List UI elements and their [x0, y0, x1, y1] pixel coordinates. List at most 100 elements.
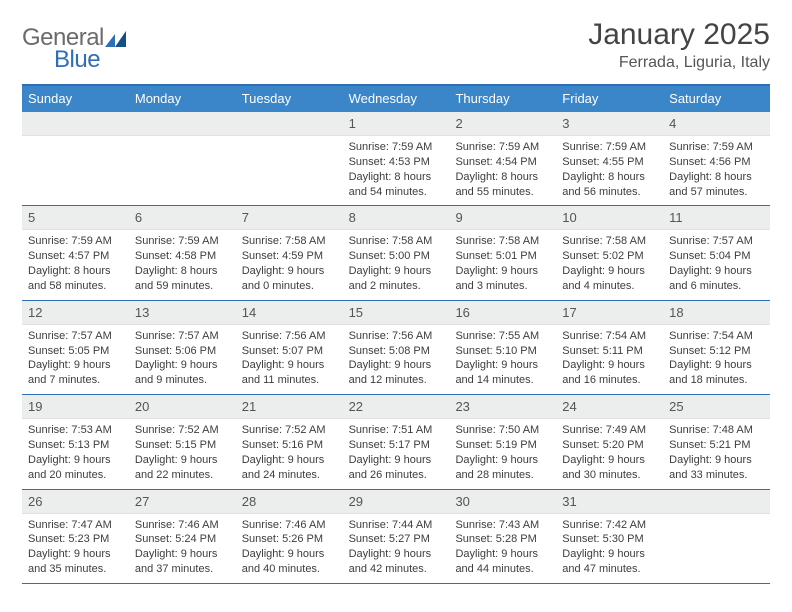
- day-number: 7: [236, 206, 343, 230]
- day-cell: 4Sunrise: 7:59 AMSunset: 4:56 PMDaylight…: [663, 112, 770, 205]
- day-number: 21: [236, 395, 343, 419]
- day-cell: 22Sunrise: 7:51 AMSunset: 5:17 PMDayligh…: [343, 395, 450, 488]
- day-number: 2: [449, 112, 556, 136]
- day-cell: 16Sunrise: 7:55 AMSunset: 5:10 PMDayligh…: [449, 301, 556, 394]
- day-number: 12: [22, 301, 129, 325]
- calendar: SundayMondayTuesdayWednesdayThursdayFrid…: [22, 84, 770, 584]
- logo-mark-icon: [105, 26, 127, 42]
- day-number: 6: [129, 206, 236, 230]
- day-number-empty: [663, 490, 770, 514]
- day-number: 29: [343, 490, 450, 514]
- day-number: 28: [236, 490, 343, 514]
- day-body: Sunrise: 7:58 AMSunset: 4:59 PMDaylight:…: [236, 230, 343, 299]
- day-cell: 5Sunrise: 7:59 AMSunset: 4:57 PMDaylight…: [22, 206, 129, 299]
- day-cell: 2Sunrise: 7:59 AMSunset: 4:54 PMDaylight…: [449, 112, 556, 205]
- day-number: 27: [129, 490, 236, 514]
- day-body: Sunrise: 7:59 AMSunset: 4:55 PMDaylight:…: [556, 136, 663, 205]
- day-body: Sunrise: 7:57 AMSunset: 5:05 PMDaylight:…: [22, 325, 129, 394]
- day-number: 24: [556, 395, 663, 419]
- day-number: 5: [22, 206, 129, 230]
- day-number-empty: [22, 112, 129, 136]
- day-number: 13: [129, 301, 236, 325]
- weekday-header: Thursday: [449, 86, 556, 112]
- weekday-header: Tuesday: [236, 86, 343, 112]
- day-body: Sunrise: 7:46 AMSunset: 5:24 PMDaylight:…: [129, 514, 236, 583]
- day-number-empty: [236, 112, 343, 136]
- day-number: 18: [663, 301, 770, 325]
- day-cell: 18Sunrise: 7:54 AMSunset: 5:12 PMDayligh…: [663, 301, 770, 394]
- day-number: 23: [449, 395, 556, 419]
- day-cell: 1Sunrise: 7:59 AMSunset: 4:53 PMDaylight…: [343, 112, 450, 205]
- weekday-header: Saturday: [663, 86, 770, 112]
- day-body: Sunrise: 7:56 AMSunset: 5:08 PMDaylight:…: [343, 325, 450, 394]
- weekday-header: Wednesday: [343, 86, 450, 112]
- day-cell: 10Sunrise: 7:58 AMSunset: 5:02 PMDayligh…: [556, 206, 663, 299]
- day-body: Sunrise: 7:59 AMSunset: 4:54 PMDaylight:…: [449, 136, 556, 205]
- day-body: [22, 136, 129, 146]
- week-row: 1Sunrise: 7:59 AMSunset: 4:53 PMDaylight…: [22, 112, 770, 206]
- day-cell: 26Sunrise: 7:47 AMSunset: 5:23 PMDayligh…: [22, 490, 129, 583]
- day-cell: [22, 112, 129, 205]
- title-block: January 2025 Ferrada, Liguria, Italy: [588, 18, 770, 72]
- day-body: Sunrise: 7:59 AMSunset: 4:58 PMDaylight:…: [129, 230, 236, 299]
- day-number: 30: [449, 490, 556, 514]
- day-number: 19: [22, 395, 129, 419]
- day-cell: 19Sunrise: 7:53 AMSunset: 5:13 PMDayligh…: [22, 395, 129, 488]
- day-cell: 17Sunrise: 7:54 AMSunset: 5:11 PMDayligh…: [556, 301, 663, 394]
- day-cell: 15Sunrise: 7:56 AMSunset: 5:08 PMDayligh…: [343, 301, 450, 394]
- day-body: Sunrise: 7:50 AMSunset: 5:19 PMDaylight:…: [449, 419, 556, 488]
- weekday-header: Friday: [556, 86, 663, 112]
- location-label: Ferrada, Liguria, Italy: [588, 54, 770, 72]
- day-body: Sunrise: 7:49 AMSunset: 5:20 PMDaylight:…: [556, 419, 663, 488]
- header: GeneralBlue January 2025 Ferrada, Liguri…: [22, 18, 770, 74]
- day-body: Sunrise: 7:59 AMSunset: 4:56 PMDaylight:…: [663, 136, 770, 205]
- day-cell: [236, 112, 343, 205]
- day-body: [236, 136, 343, 146]
- day-cell: 20Sunrise: 7:52 AMSunset: 5:15 PMDayligh…: [129, 395, 236, 488]
- day-cell: 14Sunrise: 7:56 AMSunset: 5:07 PMDayligh…: [236, 301, 343, 394]
- day-body: Sunrise: 7:59 AMSunset: 4:53 PMDaylight:…: [343, 136, 450, 205]
- week-row: 26Sunrise: 7:47 AMSunset: 5:23 PMDayligh…: [22, 490, 770, 584]
- day-number: 31: [556, 490, 663, 514]
- day-number: 26: [22, 490, 129, 514]
- day-body: Sunrise: 7:57 AMSunset: 5:04 PMDaylight:…: [663, 230, 770, 299]
- week-row: 12Sunrise: 7:57 AMSunset: 5:05 PMDayligh…: [22, 301, 770, 395]
- day-number: 9: [449, 206, 556, 230]
- week-row: 19Sunrise: 7:53 AMSunset: 5:13 PMDayligh…: [22, 395, 770, 489]
- day-number: 22: [343, 395, 450, 419]
- day-cell: 24Sunrise: 7:49 AMSunset: 5:20 PMDayligh…: [556, 395, 663, 488]
- day-body: Sunrise: 7:48 AMSunset: 5:21 PMDaylight:…: [663, 419, 770, 488]
- day-body: Sunrise: 7:47 AMSunset: 5:23 PMDaylight:…: [22, 514, 129, 583]
- weekday-header: Sunday: [22, 86, 129, 112]
- day-cell: 6Sunrise: 7:59 AMSunset: 4:58 PMDaylight…: [129, 206, 236, 299]
- day-number: 3: [556, 112, 663, 136]
- day-body: Sunrise: 7:51 AMSunset: 5:17 PMDaylight:…: [343, 419, 450, 488]
- day-body: Sunrise: 7:56 AMSunset: 5:07 PMDaylight:…: [236, 325, 343, 394]
- day-number-empty: [129, 112, 236, 136]
- day-body: Sunrise: 7:58 AMSunset: 5:01 PMDaylight:…: [449, 230, 556, 299]
- day-number: 20: [129, 395, 236, 419]
- day-body: Sunrise: 7:54 AMSunset: 5:12 PMDaylight:…: [663, 325, 770, 394]
- day-body: Sunrise: 7:54 AMSunset: 5:11 PMDaylight:…: [556, 325, 663, 394]
- day-cell: 12Sunrise: 7:57 AMSunset: 5:05 PMDayligh…: [22, 301, 129, 394]
- day-cell: 7Sunrise: 7:58 AMSunset: 4:59 PMDaylight…: [236, 206, 343, 299]
- day-number: 17: [556, 301, 663, 325]
- day-number: 10: [556, 206, 663, 230]
- day-cell: 25Sunrise: 7:48 AMSunset: 5:21 PMDayligh…: [663, 395, 770, 488]
- weekday-header: Monday: [129, 86, 236, 112]
- day-body: Sunrise: 7:43 AMSunset: 5:28 PMDaylight:…: [449, 514, 556, 583]
- day-cell: 21Sunrise: 7:52 AMSunset: 5:16 PMDayligh…: [236, 395, 343, 488]
- day-cell: [129, 112, 236, 205]
- day-cell: 3Sunrise: 7:59 AMSunset: 4:55 PMDaylight…: [556, 112, 663, 205]
- day-body: Sunrise: 7:52 AMSunset: 5:15 PMDaylight:…: [129, 419, 236, 488]
- day-cell: 27Sunrise: 7:46 AMSunset: 5:24 PMDayligh…: [129, 490, 236, 583]
- logo: GeneralBlue: [22, 18, 127, 74]
- page-title: January 2025: [588, 18, 770, 52]
- day-number: 4: [663, 112, 770, 136]
- day-body: Sunrise: 7:52 AMSunset: 5:16 PMDaylight:…: [236, 419, 343, 488]
- day-body: Sunrise: 7:58 AMSunset: 5:02 PMDaylight:…: [556, 230, 663, 299]
- day-number: 14: [236, 301, 343, 325]
- day-number: 1: [343, 112, 450, 136]
- day-cell: 28Sunrise: 7:46 AMSunset: 5:26 PMDayligh…: [236, 490, 343, 583]
- day-cell: 8Sunrise: 7:58 AMSunset: 5:00 PMDaylight…: [343, 206, 450, 299]
